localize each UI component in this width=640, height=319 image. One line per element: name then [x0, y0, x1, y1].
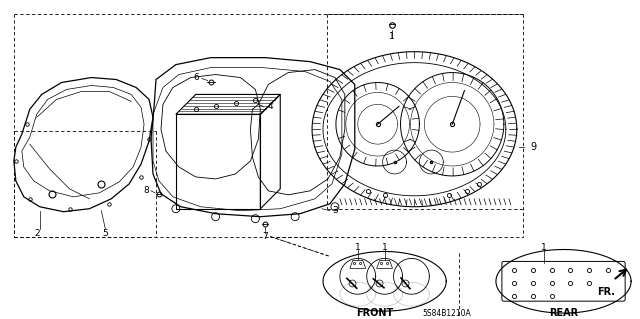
Text: 4: 4 — [268, 102, 273, 111]
Text: 6: 6 — [194, 73, 200, 82]
Text: 2: 2 — [34, 229, 40, 238]
Text: REAR: REAR — [549, 308, 578, 318]
Text: 1: 1 — [388, 32, 394, 41]
Text: 8: 8 — [143, 186, 149, 195]
Text: 7: 7 — [262, 232, 268, 241]
Text: 1: 1 — [355, 243, 361, 252]
Text: 5: 5 — [102, 229, 108, 238]
Text: FRONT: FRONT — [356, 308, 394, 318]
Text: 5S84B1210A: 5S84B1210A — [422, 308, 470, 318]
Text: 9: 9 — [531, 142, 537, 152]
Text: 3: 3 — [332, 206, 338, 215]
Text: 1: 1 — [381, 243, 387, 252]
Text: 1: 1 — [541, 243, 547, 252]
Text: FR.: FR. — [597, 287, 615, 297]
